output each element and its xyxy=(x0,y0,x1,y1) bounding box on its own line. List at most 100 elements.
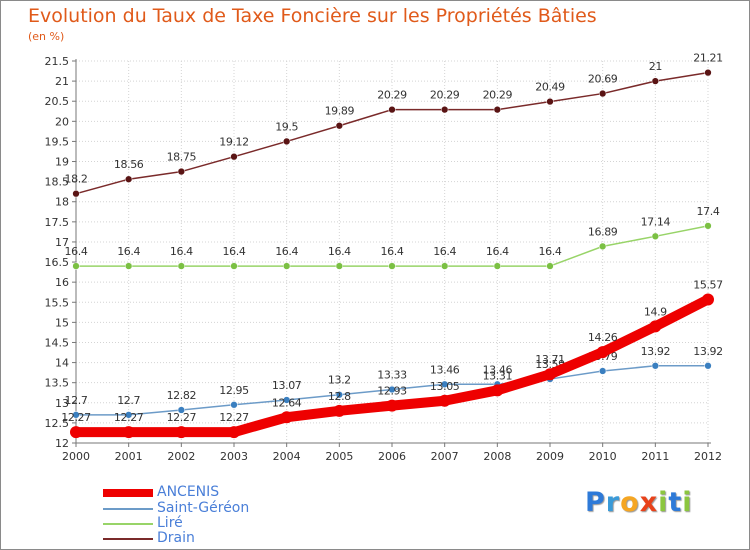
data-label: 18.2 xyxy=(65,173,88,186)
y-tick-label: 16 xyxy=(55,276,69,289)
data-point xyxy=(177,262,185,270)
data-point xyxy=(388,262,396,270)
data-point xyxy=(651,77,659,85)
data-label: 19.12 xyxy=(219,136,249,149)
x-tick-label: 2007 xyxy=(431,450,459,463)
data-label: 12.27 xyxy=(114,411,144,424)
data-point xyxy=(283,137,291,146)
data-label: 16.89 xyxy=(588,225,618,238)
data-label: 16.4 xyxy=(275,245,298,258)
data-label: 13.92 xyxy=(641,345,671,358)
data-point xyxy=(441,262,449,270)
data-label: 12.7 xyxy=(117,394,140,407)
x-tick-label: 2004 xyxy=(273,450,301,463)
data-point xyxy=(388,106,396,114)
data-label: 20.29 xyxy=(430,89,460,102)
data-label: 12.95 xyxy=(219,384,249,397)
data-label: 16.4 xyxy=(381,245,404,258)
data-point xyxy=(230,153,238,161)
logo-letter: o xyxy=(620,487,640,518)
logo-letter: P xyxy=(585,487,606,518)
data-label: 18.56 xyxy=(114,158,144,171)
data-point xyxy=(125,411,133,419)
data-point xyxy=(388,385,396,394)
data-label: 16.4 xyxy=(223,245,246,258)
data-label: 12.27 xyxy=(167,411,197,424)
legend-item: Saint-Géréon xyxy=(103,501,249,516)
data-label: 20.29 xyxy=(377,89,407,102)
legend-label: Saint-Géréon xyxy=(157,500,250,516)
logo-letter: i xyxy=(658,487,669,518)
legend-item: Drain xyxy=(103,531,195,546)
data-point xyxy=(125,175,133,183)
data-point xyxy=(175,426,188,439)
y-tick-label: 21.5 xyxy=(45,55,70,68)
y-tick-label: 14.5 xyxy=(45,336,70,349)
data-point xyxy=(335,391,343,399)
data-label: 16.4 xyxy=(539,245,562,258)
data-label: 13.31 xyxy=(483,369,513,382)
data-point xyxy=(596,346,609,359)
x-tick-label: 2005 xyxy=(325,450,353,463)
data-label: 21 xyxy=(649,60,662,73)
proxiti-logo: Proxiti xyxy=(585,487,693,518)
chart-title: Evolution du Taux de Taxe Foncière sur l… xyxy=(28,5,597,27)
data-point xyxy=(438,394,451,407)
x-tick-label: 2006 xyxy=(378,450,406,463)
data-point xyxy=(599,242,607,251)
data-point xyxy=(546,97,554,106)
data-label: 16.4 xyxy=(65,245,88,258)
data-label: 15.57 xyxy=(693,278,723,291)
x-tick-label: 2003 xyxy=(220,450,248,463)
y-tick-label: 19.5 xyxy=(45,135,70,148)
data-point xyxy=(70,426,82,439)
data-label: 13.33 xyxy=(377,369,407,382)
x-tick-label: 2002 xyxy=(167,450,195,463)
data-label: 17.14 xyxy=(641,215,671,228)
data-label: 13.46 xyxy=(430,363,460,376)
data-point xyxy=(546,262,554,270)
data-point xyxy=(651,362,659,370)
legend-label: Drain xyxy=(157,530,195,546)
data-label: 17.4 xyxy=(697,205,720,218)
data-label: 21.21 xyxy=(693,52,723,65)
data-label: 20.29 xyxy=(483,89,513,102)
y-tick-label: 17 xyxy=(55,236,69,249)
data-label: 12.64 xyxy=(272,396,302,409)
legend-label: ANCENIS xyxy=(157,484,220,500)
data-label: 14.9 xyxy=(644,305,667,318)
data-label: 12.82 xyxy=(167,389,197,402)
data-label: 19.5 xyxy=(275,120,298,133)
data-label: 12.7 xyxy=(65,394,88,407)
data-label: 20.49 xyxy=(535,81,565,94)
data-point xyxy=(544,368,556,381)
legend-swatch xyxy=(103,537,153,540)
y-tick-label: 15.5 xyxy=(45,296,70,309)
x-tick-label: 2000 xyxy=(62,450,90,463)
y-tick-label: 16.5 xyxy=(45,256,70,269)
data-label: 13.07 xyxy=(272,379,302,392)
x-tick-label: 2009 xyxy=(536,450,564,463)
y-tick-label: 12.5 xyxy=(45,417,70,430)
data-label: 12.93 xyxy=(377,385,407,398)
data-point xyxy=(704,69,712,77)
data-point xyxy=(599,367,607,375)
y-tick-label: 19 xyxy=(55,156,69,169)
data-label: 18.75 xyxy=(167,151,197,164)
data-label: 16.4 xyxy=(486,245,509,258)
data-label: 13.71 xyxy=(535,353,565,366)
data-point xyxy=(491,384,504,397)
data-point xyxy=(125,262,133,270)
logo-letter: t xyxy=(668,487,683,518)
data-label: 16.4 xyxy=(170,245,193,258)
data-point xyxy=(335,262,343,270)
data-point xyxy=(283,262,291,270)
data-label: 14.26 xyxy=(588,331,618,344)
logo-letter: r xyxy=(605,487,621,518)
data-point xyxy=(283,396,291,404)
x-tick-label: 2010 xyxy=(589,450,617,463)
legend-label: Liré xyxy=(157,515,183,531)
data-point xyxy=(704,222,712,230)
data-point xyxy=(230,262,238,270)
